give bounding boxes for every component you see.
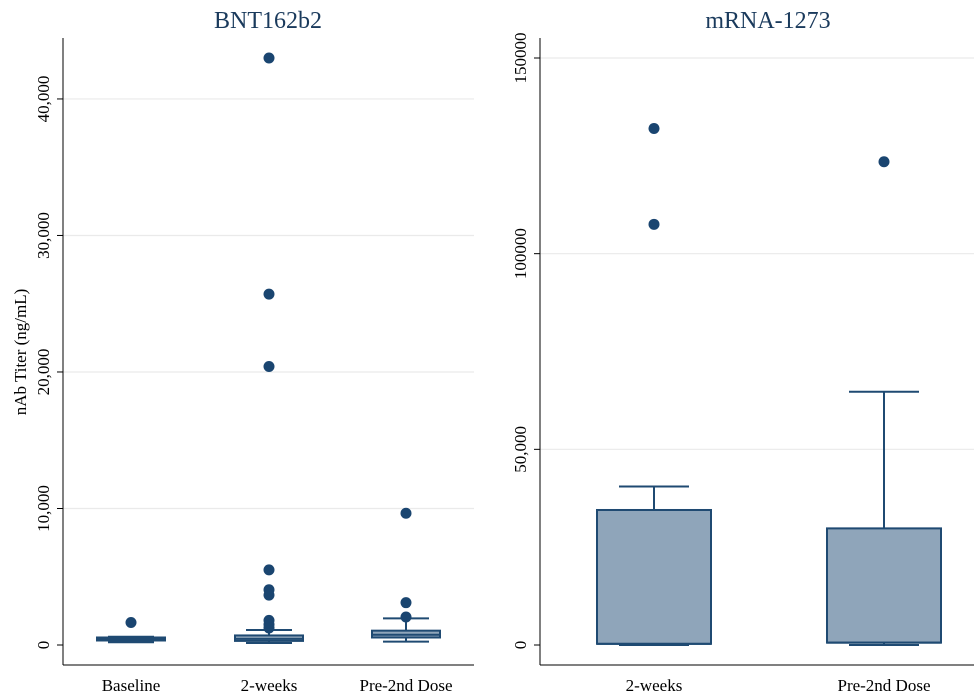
outlier-point [648, 218, 660, 230]
x-tick-label: 2-weeks [626, 676, 683, 695]
x-tick-label: 2-weeks [241, 676, 298, 695]
box-2-weeks: 2-weeks [234, 52, 304, 695]
outlier-point [878, 156, 890, 168]
outlier-point [263, 564, 275, 576]
x-tick-label: Pre-2nd Dose [837, 676, 930, 695]
iqr-box [596, 508, 712, 645]
iqr-box [826, 527, 942, 644]
y-tick-label: 40,000 [34, 76, 53, 123]
y-tick-label: 30,000 [34, 212, 53, 259]
y-tick-label: 0 [511, 641, 530, 650]
y-tick-label: 0 [34, 641, 53, 650]
y-tick-label: 150000 [511, 33, 530, 84]
y-tick-label: 100000 [511, 228, 530, 279]
x-tick-label: Pre-2nd Dose [359, 676, 452, 695]
y-axis-label: nAb Titer (ng/mL) [11, 289, 30, 416]
chart-title: mRNA-1273 [705, 8, 830, 34]
outlier-point [263, 361, 275, 373]
box-pre-2nd-dose: Pre-2nd Dose [826, 156, 942, 695]
outlier-point [400, 597, 412, 609]
outlier-point [263, 288, 275, 300]
outlier-point [400, 611, 412, 623]
outlier-point [648, 122, 660, 134]
chart-title: BNT162b2 [214, 8, 322, 34]
y-tick-label: 20,000 [34, 349, 53, 396]
y-tick-label: 10,000 [34, 485, 53, 532]
y-tick-label: 50,000 [511, 426, 530, 473]
outlier-point [263, 52, 275, 64]
outlier-point [125, 616, 137, 628]
panel-mrna-1273: 0 50,000 100000 150000 mRNA-1273 2-weeks Pre-2… [511, 8, 974, 695]
box-baseline: Baseline [96, 616, 166, 695]
outlier-point [263, 622, 275, 634]
box-2-weeks: 2-weeks [596, 122, 712, 695]
outlier-point [263, 589, 275, 601]
x-tick-label: Baseline [102, 676, 161, 695]
outlier-point [400, 507, 412, 519]
panel-bnt162b2: 0 10,000 20,000 30,000 40,000 BNT162b2 nAb Tit… [11, 8, 474, 695]
box-pre-2nd-dose: Pre-2nd Dose [359, 507, 453, 695]
